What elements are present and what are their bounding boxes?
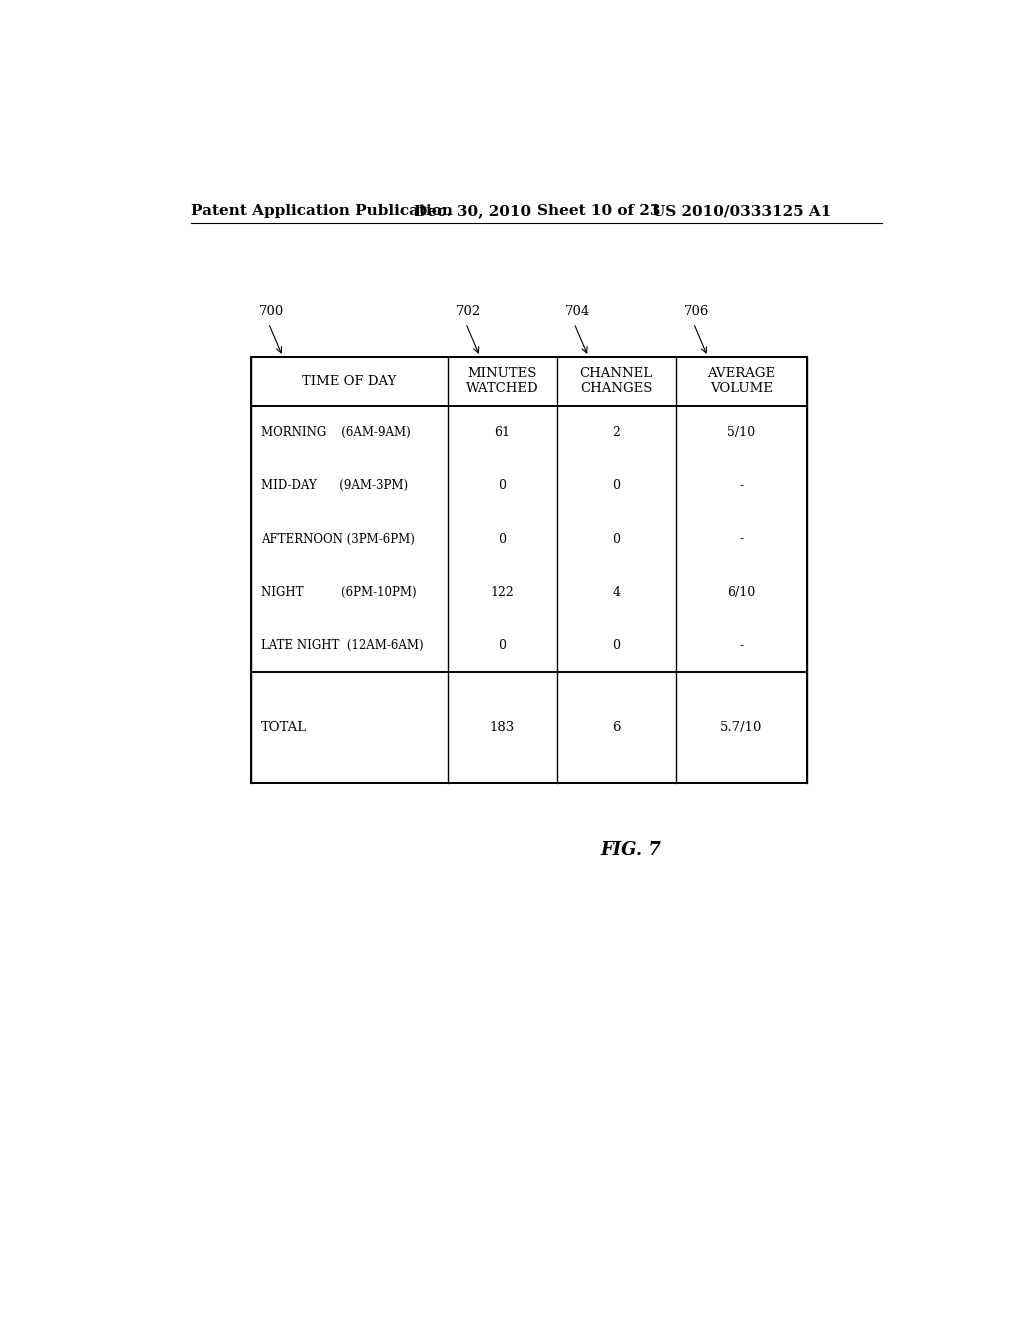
Text: TOTAL: TOTAL xyxy=(261,722,307,734)
Text: MID-DAY      (9AM-3PM): MID-DAY (9AM-3PM) xyxy=(261,479,409,492)
Text: 183: 183 xyxy=(489,722,515,734)
Text: AVERAGE
VOLUME: AVERAGE VOLUME xyxy=(708,367,775,395)
Text: MORNING    (6AM-9AM): MORNING (6AM-9AM) xyxy=(261,426,411,438)
Text: 0: 0 xyxy=(612,532,621,545)
Text: CHANNEL
CHANGES: CHANNEL CHANGES xyxy=(580,367,653,395)
Text: 0: 0 xyxy=(499,479,507,492)
Text: LATE NIGHT  (12AM-6AM): LATE NIGHT (12AM-6AM) xyxy=(261,639,424,652)
Text: Patent Application Publication: Patent Application Publication xyxy=(191,205,454,218)
Text: TIME OF DAY: TIME OF DAY xyxy=(302,375,397,388)
Text: -: - xyxy=(739,639,743,652)
Text: AFTERNOON (3PM-6PM): AFTERNOON (3PM-6PM) xyxy=(261,532,415,545)
Text: Sheet 10 of 23: Sheet 10 of 23 xyxy=(537,205,660,218)
Text: 5/10: 5/10 xyxy=(727,426,756,438)
Text: 6/10: 6/10 xyxy=(727,586,756,599)
Text: 0: 0 xyxy=(612,479,621,492)
Text: 0: 0 xyxy=(612,639,621,652)
Text: -: - xyxy=(739,479,743,492)
Text: 700: 700 xyxy=(259,305,285,318)
Bar xyxy=(251,356,807,784)
Text: US 2010/0333125 A1: US 2010/0333125 A1 xyxy=(652,205,831,218)
Text: -: - xyxy=(739,532,743,545)
Text: 6: 6 xyxy=(612,722,621,734)
Text: NIGHT          (6PM-10PM): NIGHT (6PM-10PM) xyxy=(261,586,417,599)
Text: MINUTES
WATCHED: MINUTES WATCHED xyxy=(466,367,539,395)
Text: 61: 61 xyxy=(495,426,510,438)
Text: FIG. 7: FIG. 7 xyxy=(600,841,662,858)
Text: 0: 0 xyxy=(499,532,507,545)
Text: 5.7/10: 5.7/10 xyxy=(720,722,763,734)
Text: 706: 706 xyxy=(684,305,710,318)
Text: 704: 704 xyxy=(564,305,590,318)
Text: 2: 2 xyxy=(612,426,621,438)
Text: 0: 0 xyxy=(499,639,507,652)
Text: Dec. 30, 2010: Dec. 30, 2010 xyxy=(414,205,530,218)
Text: 702: 702 xyxy=(456,305,481,318)
Text: 4: 4 xyxy=(612,586,621,599)
Text: 122: 122 xyxy=(490,586,514,599)
